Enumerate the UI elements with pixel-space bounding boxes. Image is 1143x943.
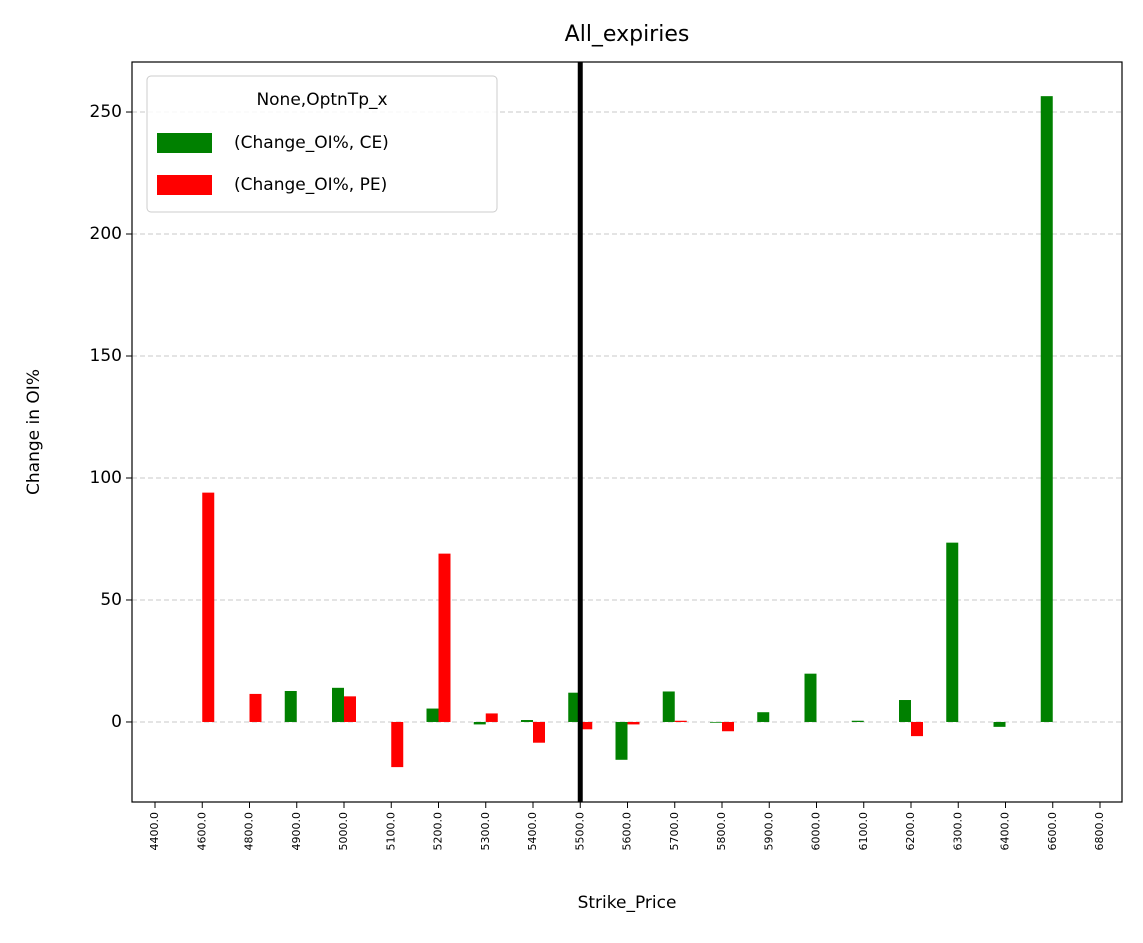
bar [521, 720, 533, 722]
bar [899, 700, 911, 722]
x-tick-label: 6100.0 [857, 812, 870, 851]
bar [804, 673, 817, 722]
x-tick-label: 5300.0 [479, 812, 492, 851]
x-tick-label: 6800.0 [1093, 812, 1106, 851]
bar [249, 693, 262, 722]
x-tick-label: 6200.0 [904, 812, 917, 851]
bar [615, 721, 628, 760]
x-tick-label: 5400.0 [526, 812, 539, 851]
x-tick-label: 5600.0 [621, 812, 634, 851]
legend-swatch [157, 133, 212, 153]
bar [202, 492, 215, 722]
bar [438, 553, 451, 722]
y-tick-label: 100 [90, 468, 122, 488]
bar [946, 542, 959, 722]
bar [533, 721, 545, 743]
x-tick-label: 4400.0 [148, 812, 161, 851]
bar [1040, 96, 1053, 722]
legend-label: (Change_OI%, PE) [234, 175, 387, 195]
y-tick-label: 50 [100, 590, 122, 610]
x-tick-label: 5000.0 [337, 812, 350, 851]
x-tick-label: 5100.0 [384, 812, 397, 851]
x-tick-label: 4600.0 [195, 812, 208, 851]
x-tick-label: 5500.0 [573, 812, 586, 851]
y-tick-label: 0 [111, 712, 122, 732]
x-tick-label: 6400.0 [999, 812, 1012, 851]
bar [722, 721, 734, 732]
bar [426, 708, 439, 722]
x-tick-label: 4800.0 [243, 812, 256, 851]
x-axis-label: Strike_Price [578, 893, 677, 913]
legend-label: (Change_OI%, CE) [234, 133, 389, 153]
legend-swatch [157, 175, 212, 195]
x-tick-label: 5900.0 [762, 812, 775, 851]
bar [627, 721, 640, 725]
legend-box [146, 75, 498, 213]
x-tick-label: 5700.0 [668, 812, 681, 851]
x-tick-label: 5800.0 [715, 812, 728, 851]
y-tick-label: 250 [90, 102, 122, 122]
bar [993, 721, 1006, 727]
bar [473, 721, 486, 725]
x-tick-label: 5200.0 [432, 812, 445, 851]
y-tick-label: 150 [90, 346, 122, 366]
bar [674, 720, 687, 722]
bar [580, 721, 593, 730]
bar [710, 721, 722, 723]
bar [344, 696, 356, 722]
legend-title: None,OptnTp_x [256, 90, 387, 110]
chart-title: All_expiries [565, 22, 690, 47]
bar [485, 713, 498, 722]
legend: None,OptnTp_x (Change_OI%, CE) (Change_OI%… [146, 75, 498, 213]
bar [568, 692, 581, 722]
bar [391, 721, 404, 768]
bar [332, 687, 344, 722]
bar [284, 690, 297, 722]
bar [911, 721, 923, 737]
bar [851, 720, 864, 722]
y-tick-label: 200 [90, 224, 122, 244]
x-tick-label: 4900.0 [290, 812, 303, 851]
x-tick-label: 6000.0 [810, 812, 823, 851]
x-tick-label: 6300.0 [951, 812, 964, 851]
x-tick-label: 6600.0 [1046, 812, 1059, 851]
plot-frame [131, 61, 1123, 803]
y-axis-label: Change in OI% [24, 369, 44, 495]
bar [662, 691, 675, 722]
bar [757, 712, 770, 722]
